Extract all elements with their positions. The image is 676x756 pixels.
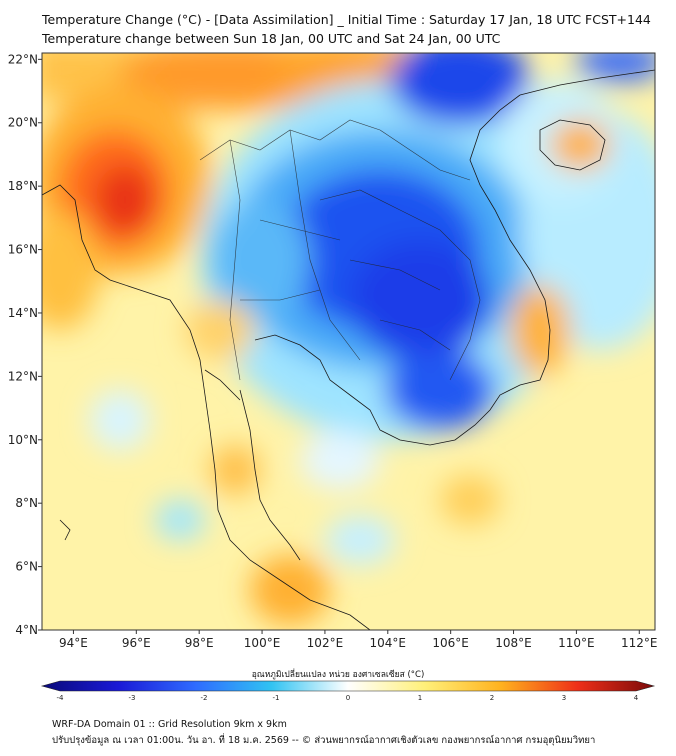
colorbar-tick-label: 1 [418, 694, 422, 702]
plot-frame [41, 52, 656, 631]
colorbar-tick-label: -2 [201, 694, 208, 702]
x-tick-label: 104°E [370, 636, 407, 650]
colorbar-tick-label: 0 [346, 694, 350, 702]
x-tick-label: 98°E [185, 636, 214, 650]
coastlines [42, 69, 655, 630]
y-tick-label: 14°N [8, 306, 38, 320]
y-tick-label: 20°N [8, 116, 38, 130]
x-axis: 94°E 96°E 98°E 100°E 102°E 104°E 106°E 108°E 110… [59, 630, 658, 650]
y-tick-label: 8°N [15, 496, 38, 510]
y-tick-label: 6°N [15, 560, 38, 574]
colorbar-tick-label: 3 [562, 694, 566, 702]
footer-line-1: WRF-DA Domain 01 :: Grid Resolution 9km … [52, 719, 287, 730]
colorbar-bar [40, 680, 656, 692]
y-tick-label: 12°N [8, 369, 38, 383]
colorbar-tick-label: 2 [490, 694, 494, 702]
x-tick-label: 112°E [621, 636, 658, 650]
map-title-line-2: Temperature change between Sun 18 Jan, 0… [42, 31, 501, 46]
colorbar-tick-label: 4 [634, 694, 639, 702]
x-tick-label: 100°E [244, 636, 281, 650]
x-tick-label: 110°E [558, 636, 595, 650]
colorbar-title: อุณหภูมิเปลี่ยนแปลง หน่วย องศาเซลเซียส (… [251, 670, 425, 680]
colorbar-tick-label: -1 [273, 694, 280, 702]
y-tick-label: 4°N [15, 623, 38, 637]
y-tick-label: 16°N [8, 243, 38, 257]
colorbar-tick-label: -4 [57, 694, 65, 702]
temperature-field [42, 53, 655, 630]
x-tick-label: 102°E [307, 636, 344, 650]
y-axis: 22°N 20°N 18°N 16°N 14°N 12°N 10°N 8°N 6°N 4°N [8, 52, 42, 637]
map-title-line-1: Temperature Change (°C) - [Data Assimila… [42, 12, 651, 27]
footer-line-2: ปรับปรุงข้อมูล ณ เวลา 01:00น. วัน อา. ที… [52, 735, 596, 746]
y-tick-label: 10°N [8, 433, 38, 447]
y-tick-label: 22°N [8, 52, 38, 66]
colorbar: -4 -3 -2 -1 0 1 2 3 4 [40, 680, 656, 702]
x-tick-label: 106°E [432, 636, 469, 650]
admin-boundaries [199, 119, 481, 381]
x-tick-label: 94°E [59, 636, 88, 650]
x-tick-label: 96°E [122, 636, 151, 650]
colorbar-tick-label: -3 [129, 694, 136, 702]
y-tick-label: 18°N [8, 179, 38, 193]
x-tick-label: 108°E [495, 636, 532, 650]
